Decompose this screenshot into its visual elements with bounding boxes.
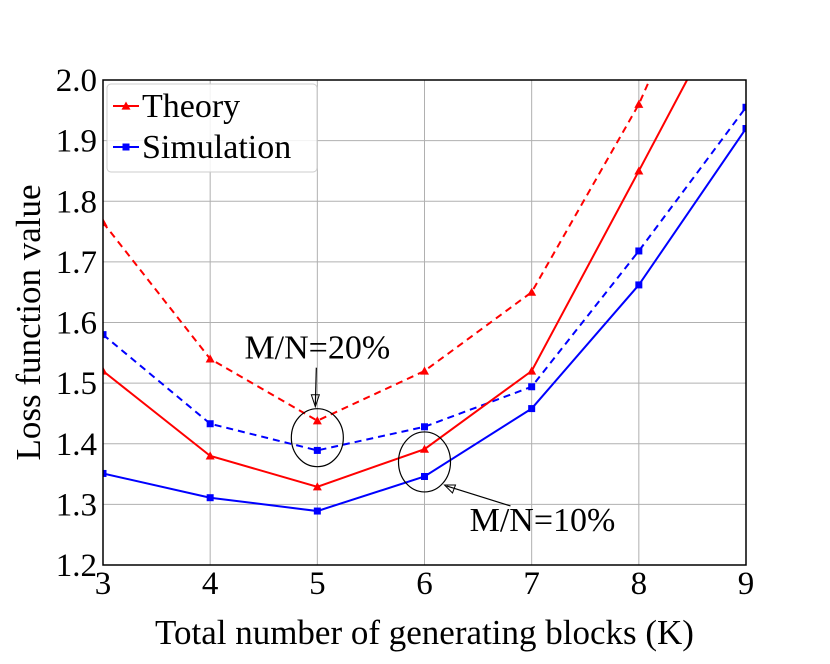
data-point bbox=[634, 166, 644, 175]
annotation-arrowhead bbox=[443, 484, 457, 494]
legend-label: Simulation bbox=[142, 129, 291, 166]
series-theory-dashed bbox=[103, 80, 651, 425]
plot-area-frame bbox=[102, 79, 747, 566]
legend-marker bbox=[122, 143, 130, 151]
annotation-arrowhead bbox=[310, 394, 321, 409]
data-point bbox=[313, 507, 321, 515]
data-point bbox=[421, 472, 428, 480]
x-tick-label: 3 bbox=[95, 566, 112, 602]
data-point bbox=[527, 287, 537, 296]
data-point bbox=[634, 99, 644, 108]
data-point bbox=[528, 383, 536, 391]
series-simulation-dashed bbox=[103, 103, 746, 454]
x-tick-label: 6 bbox=[416, 566, 433, 602]
highlight-ellipse bbox=[290, 408, 344, 468]
annotation-label: M/N=10% bbox=[470, 502, 616, 539]
data-point bbox=[312, 482, 322, 491]
y-tick-label: 1.7 bbox=[56, 245, 97, 281]
data-point bbox=[206, 494, 214, 502]
data-point bbox=[527, 366, 537, 375]
legend-marker bbox=[121, 101, 131, 110]
grid bbox=[102, 79, 747, 566]
y-tick-label: 1.6 bbox=[56, 306, 97, 342]
series-layer bbox=[103, 80, 746, 515]
data-point bbox=[103, 331, 107, 339]
y-axis-label: Loss function value bbox=[9, 184, 48, 460]
data-point bbox=[103, 469, 107, 477]
y-tick-label: 2.0 bbox=[56, 63, 97, 99]
y-tick-label: 1.5 bbox=[56, 366, 97, 402]
highlight-ellipse bbox=[397, 431, 452, 493]
data-point bbox=[635, 281, 643, 289]
annotation-arrow bbox=[314, 367, 317, 405]
data-point bbox=[420, 366, 429, 375]
annotations: M/N=20% M/N=10% bbox=[244, 330, 615, 539]
data-point bbox=[103, 366, 108, 375]
data-point bbox=[742, 103, 746, 111]
data-point bbox=[421, 423, 428, 431]
tick-labels: 3 4 5 6 7 8 9 1.2 1.3 1.4 1.5 1.6 1.7 1.8 1.9 2.0 bbox=[56, 63, 755, 602]
legend: Theory Simulation bbox=[106, 83, 318, 173]
y-tick-label: 1.3 bbox=[56, 487, 97, 523]
data-point bbox=[742, 125, 746, 132]
y-tick-label: 1.2 bbox=[56, 548, 97, 584]
data-point bbox=[313, 446, 321, 454]
annotation-arrow bbox=[446, 485, 511, 507]
series-theory-solid bbox=[103, 80, 688, 491]
x-tick-label: 9 bbox=[738, 566, 755, 602]
data-point bbox=[312, 416, 322, 425]
x-tick-label: 8 bbox=[631, 566, 648, 602]
legend-label: Theory bbox=[142, 88, 240, 125]
x-tick-label: 5 bbox=[309, 566, 326, 602]
data-point bbox=[635, 247, 643, 255]
x-axis-label: Total number of generating blocks (K) bbox=[155, 613, 694, 652]
legend-item-theory: Theory bbox=[113, 88, 240, 125]
data-point bbox=[420, 444, 429, 453]
legend-item-simulation: Simulation bbox=[113, 129, 291, 166]
legend-box bbox=[106, 83, 318, 173]
y-tick-label: 1.9 bbox=[56, 124, 97, 160]
data-point bbox=[205, 354, 215, 363]
y-tick-label: 1.8 bbox=[56, 184, 97, 220]
data-point bbox=[103, 217, 108, 227]
series-simulation-solid bbox=[103, 125, 746, 515]
data-point bbox=[206, 420, 214, 428]
x-tick-label: 7 bbox=[523, 566, 540, 602]
x-tick-label: 4 bbox=[202, 566, 219, 602]
data-point bbox=[205, 451, 215, 460]
data-point bbox=[528, 405, 536, 413]
annotation-label: M/N=20% bbox=[244, 330, 390, 367]
y-tick-label: 1.4 bbox=[56, 427, 97, 463]
